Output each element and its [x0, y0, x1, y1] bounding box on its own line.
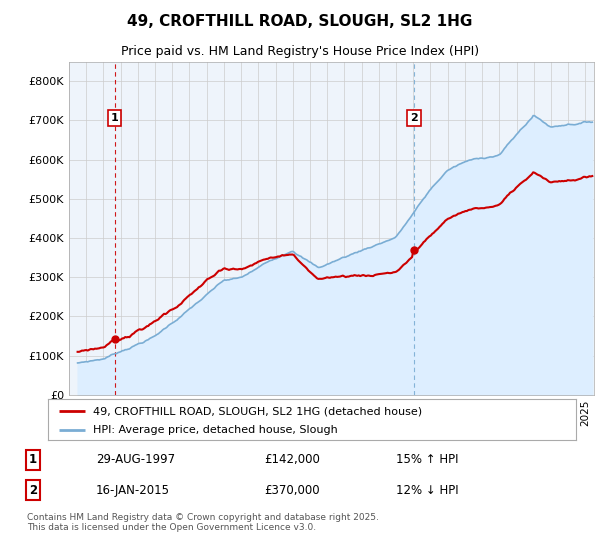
Text: 15% ↑ HPI: 15% ↑ HPI: [396, 453, 458, 466]
Text: 29-AUG-1997: 29-AUG-1997: [96, 453, 175, 466]
Text: Contains HM Land Registry data © Crown copyright and database right 2025.
This d: Contains HM Land Registry data © Crown c…: [27, 512, 379, 532]
Text: 12% ↓ HPI: 12% ↓ HPI: [396, 484, 458, 497]
Text: 49, CROFTHILL ROAD, SLOUGH, SL2 1HG: 49, CROFTHILL ROAD, SLOUGH, SL2 1HG: [127, 14, 473, 29]
Text: 1: 1: [29, 453, 37, 466]
Text: 16-JAN-2015: 16-JAN-2015: [96, 484, 170, 497]
Text: HPI: Average price, detached house, Slough: HPI: Average price, detached house, Slou…: [93, 424, 338, 435]
Text: £370,000: £370,000: [264, 484, 320, 497]
Text: 2: 2: [29, 484, 37, 497]
Text: 2: 2: [410, 113, 418, 123]
Text: £142,000: £142,000: [264, 453, 320, 466]
Text: 49, CROFTHILL ROAD, SLOUGH, SL2 1HG (detached house): 49, CROFTHILL ROAD, SLOUGH, SL2 1HG (det…: [93, 407, 422, 417]
Text: Price paid vs. HM Land Registry's House Price Index (HPI): Price paid vs. HM Land Registry's House …: [121, 45, 479, 58]
Text: 1: 1: [111, 113, 119, 123]
